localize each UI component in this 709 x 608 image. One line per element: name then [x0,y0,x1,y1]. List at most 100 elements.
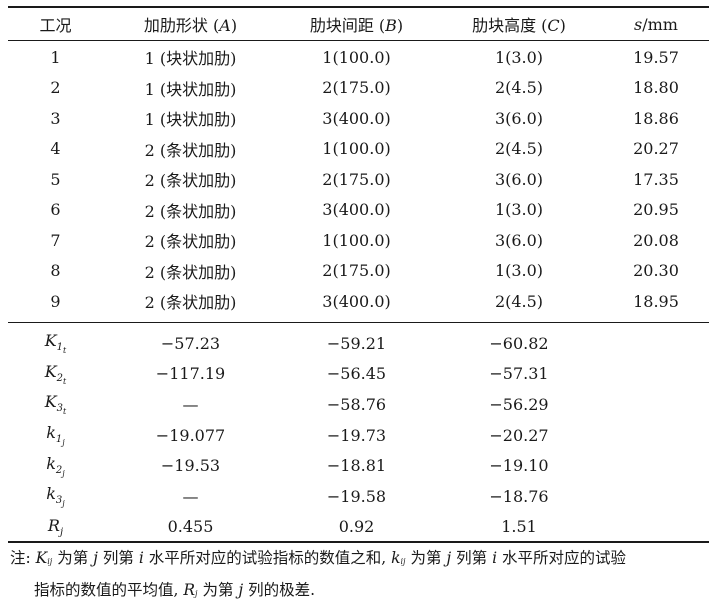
stat-symbol: k [46,423,56,443]
cell-factor-c: 2(4.5) [494,78,544,98]
cell-factor-c: 1(3.0) [494,261,544,281]
cell-stat-c: −56.29 [489,394,549,414]
cell-condition: 5 [50,169,61,189]
stat-symbol: K [44,392,57,412]
stat-subscript: 3 [55,495,63,507]
cell-factor-a: 1 (块状加肋) [144,110,237,130]
table-row: 1 1 (块状加肋) 1(100.0) 1(3.0) 19.57 [8,42,709,73]
note-line-1: 注: Kij 为第 j 列第 i 水平所对应的试验指标的数值之和, kij 为第… [10,549,626,567]
cell-factor-c: 3(6.0) [494,108,544,128]
cell-factor-a: 2 (条状加肋) [144,232,237,252]
cell-condition: 8 [50,261,61,281]
cell-condition: 6 [50,200,61,220]
cell-factor-b: 1(100.0) [322,139,391,159]
cell-condition: 9 [50,291,61,311]
stats-table: K1t −57.23 −59.21 −60.82 K2t −117.19 −56.45 −57… [8,328,709,542]
cell-result: 20.08 [633,230,679,250]
cell-result: 18.80 [633,78,679,98]
stats-row: k2j −19.53 −18.81 −19.10 [8,450,709,481]
cell-factor-a: 2 (条状加肋) [144,171,237,191]
cell-stat-symbol: K1t [8,328,103,359]
cell-factor-a: 2 (条状加肋) [144,140,237,160]
cell-factor-b: 2(175.0) [322,261,391,281]
cell-stat-b: −19.58 [326,486,387,506]
cell-stat-c: −18.76 [489,486,549,506]
header-factor-a: 加肋形状 (A) [143,16,238,35]
stats-row: k1j −19.077 −19.73 −20.27 [8,420,709,451]
cell-condition: 2 [50,78,61,98]
table-body: 1 1 (块状加肋) 1(100.0) 1(3.0) 19.57 2 1 (块状加肋) 2(1… [8,42,709,317]
stat-subscript-index: j [62,499,65,509]
cell-factor-b: 3(400.0) [322,200,391,220]
note-line-2: 指标的数值的平均值, Rj 为第 j 列的极差. [34,581,316,599]
table-row: 2 1 (块状加肋) 2(175.0) 2(4.5) 18.80 [8,73,709,104]
cell-result: 20.95 [633,200,679,220]
table-header: 工况 加肋形状 (A) 肋块间距 (B) 肋块高度 (C) s/mm [8,8,709,40]
cell-stat-a: — [182,486,199,506]
cell-factor-c: 1(3.0) [494,200,544,220]
cell-factor-c: 3(6.0) [494,169,544,189]
cell-stat-a: 0.455 [167,517,214,537]
cell-result: 20.27 [633,139,679,159]
cell-stat-c: −60.82 [489,333,549,353]
cell-stat-a: −19.53 [160,456,221,476]
cell-stat-a: — [182,394,199,414]
cell-condition: 1 [50,47,61,67]
cell-factor-a: 1 (块状加肋) [144,49,237,69]
header-factor-b: 肋块间距 (B) [309,16,404,35]
cell-factor-a: 2 (条状加肋) [144,293,237,313]
cell-stat-b: −59.21 [326,333,387,353]
stats-row: Rj 0.455 0.92 1.51 [8,512,709,543]
stats-row: K1t −57.23 −59.21 −60.82 [8,328,709,359]
table-row: 4 2 (条状加肋) 1(100.0) 2(4.5) 20.27 [8,134,709,165]
cell-factor-a: 2 (条状加肋) [144,262,237,282]
header-result: s/mm [634,14,678,34]
cell-stat-symbol: k2j [8,450,103,481]
stat-subscript: 2 [55,464,63,476]
table-note: 注: Kij 为第 j 列第 i 水平所对应的试验指标的数值之和, kij 为第… [10,544,706,608]
cell-result: 17.35 [633,169,679,189]
bottom-rule [8,541,709,543]
cell-stat-empty [603,481,709,512]
table-row: 6 2 (条状加肋) 3(400.0) 1(3.0) 20.95 [8,195,709,226]
header-rule [8,40,709,41]
cell-stat-symbol: k3j [8,481,103,512]
cell-stat-symbol: K2t [8,359,103,390]
cell-result: 18.86 [633,108,679,128]
cell-factor-b: 1(100.0) [322,47,391,67]
cell-condition: 3 [50,108,61,128]
cell-factor-c: 3(6.0) [494,230,544,250]
table-row: 5 2 (条状加肋) 2(175.0) 3(6.0) 17.35 [8,164,709,195]
section-rule [8,322,709,323]
stat-symbol: R [47,515,60,535]
cell-stat-empty [603,512,709,543]
cell-factor-b: 2(175.0) [322,169,391,189]
stat-subscript-index: j [62,438,65,448]
cell-stat-symbol: Rj [8,512,103,543]
cell-stat-c: −20.27 [489,425,549,445]
cell-factor-c: 2(4.5) [494,291,544,311]
cell-stat-empty [603,359,709,390]
stat-subscript-index: j [62,468,65,478]
cell-stat-b: −58.76 [326,394,387,414]
stats-row: K3t — −58.76 −56.29 [8,389,709,420]
stat-symbol: K [44,361,57,381]
cell-factor-b: 1(100.0) [322,230,391,250]
cell-stat-a: −57.23 [160,333,221,353]
stat-subscript-index: t [63,346,67,356]
cell-stat-empty [603,328,709,359]
cell-stat-a: −19.077 [155,425,226,445]
cell-stat-b: −18.81 [326,456,387,476]
cell-factor-c: 1(3.0) [494,47,544,67]
stat-subscript-index: t [63,376,67,386]
cell-stat-empty [603,389,709,420]
top-rule [8,6,709,8]
stat-symbol: k [46,484,56,504]
header-factor-c: 肋块高度 (C) [472,16,566,35]
cell-stat-b: −19.73 [326,425,387,445]
table-row: 7 2 (条状加肋) 1(100.0) 3(6.0) 20.08 [8,225,709,256]
cell-stat-b: 0.92 [338,517,375,537]
table-row: 8 2 (条状加肋) 2(175.0) 1(3.0) 20.30 [8,256,709,287]
stat-subscript-index: t [63,407,67,417]
cell-stat-symbol: k1j [8,420,103,451]
